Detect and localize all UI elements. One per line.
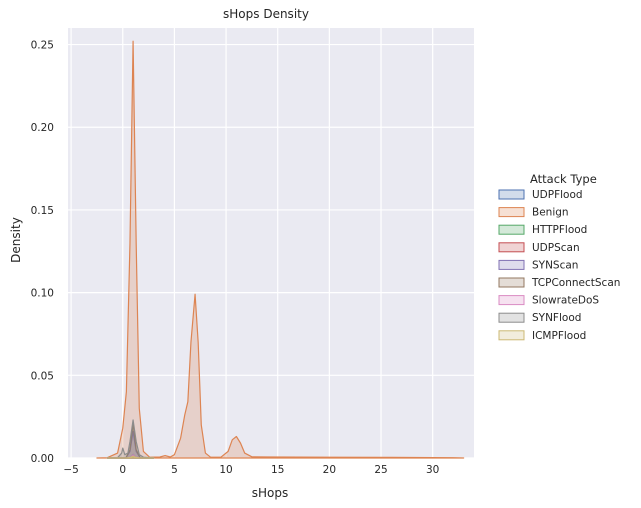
y-tick-label: 0.10 (31, 288, 54, 300)
legend-title: Attack Type (530, 172, 597, 186)
legend-swatch-httpflood (498, 224, 525, 235)
legend-label: HTTPFlood (532, 224, 587, 236)
legend-label: UDPScan (532, 242, 580, 254)
legend-swatch-icmpflood (498, 330, 525, 341)
legend-swatch-synflood (498, 312, 525, 323)
legend-swatch-udpscan (498, 242, 525, 253)
legend-swatch-benign (498, 207, 525, 218)
legend-label: TCPConnectScan (531, 277, 620, 289)
x-axis-label: sHops (252, 486, 289, 500)
x-tick-label: 20 (323, 464, 336, 476)
legend: Attack Type UDPFlood Benign HTTPFlood UDPSc… (498, 172, 620, 342)
x-tick-label: 5 (171, 464, 178, 476)
x-tick-label: −5 (63, 464, 78, 476)
y-axis-ticks: 0.00 0.05 0.10 0.15 0.20 0.25 (31, 40, 54, 465)
legend-label: SYNScan (532, 259, 578, 271)
x-tick-label: 25 (374, 464, 387, 476)
legend-label: UDPFlood (532, 189, 583, 201)
legend-swatch-tcpconnectscan (498, 277, 525, 288)
x-tick-label: 15 (271, 464, 284, 476)
density-area-synflood (106, 419, 155, 459)
legend-label: ICMPFlood (532, 330, 586, 342)
y-tick-label: 0.25 (31, 40, 54, 52)
legend-label: Benign (532, 207, 569, 219)
density-series (96, 40, 465, 459)
x-tick-label: 0 (119, 464, 126, 476)
y-tick-label: 0.15 (31, 205, 54, 217)
density-area-icmpflood (106, 455, 155, 459)
x-axis-ticks: −5 0 5 10 15 20 25 30 (63, 464, 439, 476)
x-tick-label: 10 (219, 464, 232, 476)
y-tick-label: 0.05 (31, 370, 54, 382)
y-tick-label: 0.00 (31, 453, 54, 465)
chart-title: sHops Density (223, 7, 309, 21)
legend-label: SlowrateDoS (532, 295, 599, 307)
legend-swatch-udpflood (498, 189, 525, 200)
y-axis-label: Density (9, 217, 23, 263)
density-area-benign (96, 40, 465, 459)
x-tick-label: 30 (426, 464, 439, 476)
legend-swatch-slowratedos (498, 295, 525, 306)
legend-swatch-synscan (498, 259, 525, 270)
y-tick-label: 0.20 (31, 122, 54, 134)
legend-label: SYNFlood (532, 312, 581, 324)
